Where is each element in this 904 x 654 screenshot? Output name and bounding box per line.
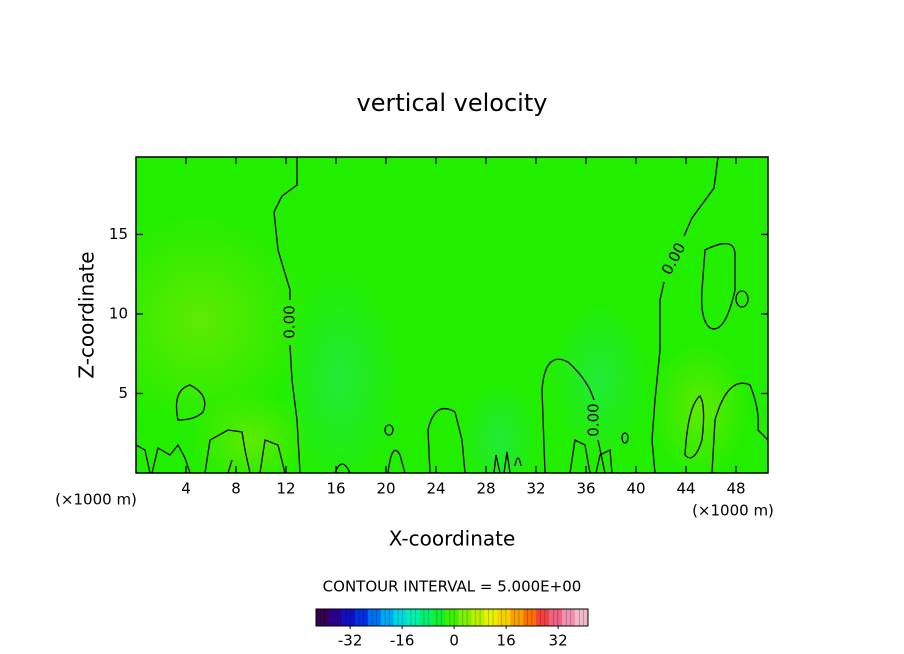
colorbar-cell [380, 609, 395, 626]
colorbar-cell [484, 609, 498, 626]
colorbar-cell [458, 609, 472, 626]
x-tick-label: 32 [526, 480, 545, 498]
colorbar-cell [367, 609, 382, 626]
x-tick-label: 40 [626, 480, 645, 498]
contour-label: 0.00 [585, 403, 603, 436]
chart-title: vertical velocity [357, 89, 548, 117]
x-tick-label: 48 [726, 480, 745, 498]
colorbar-cell [549, 609, 563, 626]
x-tick-label: 28 [476, 480, 495, 498]
y-axis-label: Z-coordinate [75, 251, 99, 378]
colorbar-title: CONTOUR INTERVAL = 5.000E+00 [323, 578, 582, 596]
x-tick-label: 16 [326, 480, 345, 498]
contour-line [701, 243, 736, 330]
contour-line [136, 429, 286, 473]
colorbar-cell [562, 609, 576, 626]
colorbar-cell [406, 609, 420, 626]
colorbar-tick-label: 0 [449, 632, 459, 650]
colorbar-frame [315, 608, 589, 627]
y-tick-label: 5 [118, 384, 128, 402]
x-tick-label: 20 [376, 480, 395, 498]
contour-label: 0.00 [281, 305, 299, 338]
colorbar-tick-label: 16 [497, 632, 516, 650]
contour-line [541, 358, 606, 473]
contours [136, 157, 768, 473]
colorbar-cell [432, 609, 446, 626]
colorbar-cell [354, 609, 369, 626]
colorbar-cell [316, 609, 330, 626]
colorbar-cell [393, 609, 407, 626]
colorbar-cell [510, 609, 524, 626]
x-tick-label: 44 [676, 480, 695, 498]
colorbar-tick-label: -16 [390, 632, 415, 650]
colorbar-cell [328, 609, 343, 626]
colorbar-cell [536, 609, 550, 626]
x-tick-label: 8 [231, 480, 241, 498]
x-unit-label: (×1000 m) [692, 502, 774, 520]
contour-line [621, 432, 629, 444]
x-unit-label: (×1000 m) [55, 491, 137, 509]
contour-line [334, 439, 613, 473]
contour-line [651, 157, 719, 473]
contour-line [735, 290, 749, 308]
x-tick-label: 24 [426, 480, 445, 498]
colorbar-cell [445, 609, 459, 626]
colorbar-cell [419, 609, 433, 626]
field-shading [136, 210, 750, 473]
y-tick-label: 15 [109, 225, 128, 243]
colorbar-tick-label: 32 [549, 632, 568, 650]
x-tick-label: 12 [276, 480, 295, 498]
contour-line [273, 157, 301, 473]
x-tick-label: 4 [181, 480, 191, 498]
colorbar-cell [523, 609, 537, 626]
plot-frame [135, 156, 769, 474]
colorbar-cell [497, 609, 511, 626]
contour-line [427, 407, 466, 473]
colorbar-tick-label: -32 [338, 632, 363, 650]
contour-line [175, 384, 206, 421]
contour-line [711, 382, 768, 473]
x-axis-label: X-coordinate [389, 527, 516, 551]
colorbar-cell [575, 609, 589, 626]
y-tick-label: 10 [109, 304, 128, 322]
contour-line [384, 424, 394, 436]
x-tick-label: 36 [576, 480, 595, 498]
colorbar-cell [341, 609, 356, 626]
contour-line [684, 395, 705, 459]
colorbar-cell [471, 609, 485, 626]
